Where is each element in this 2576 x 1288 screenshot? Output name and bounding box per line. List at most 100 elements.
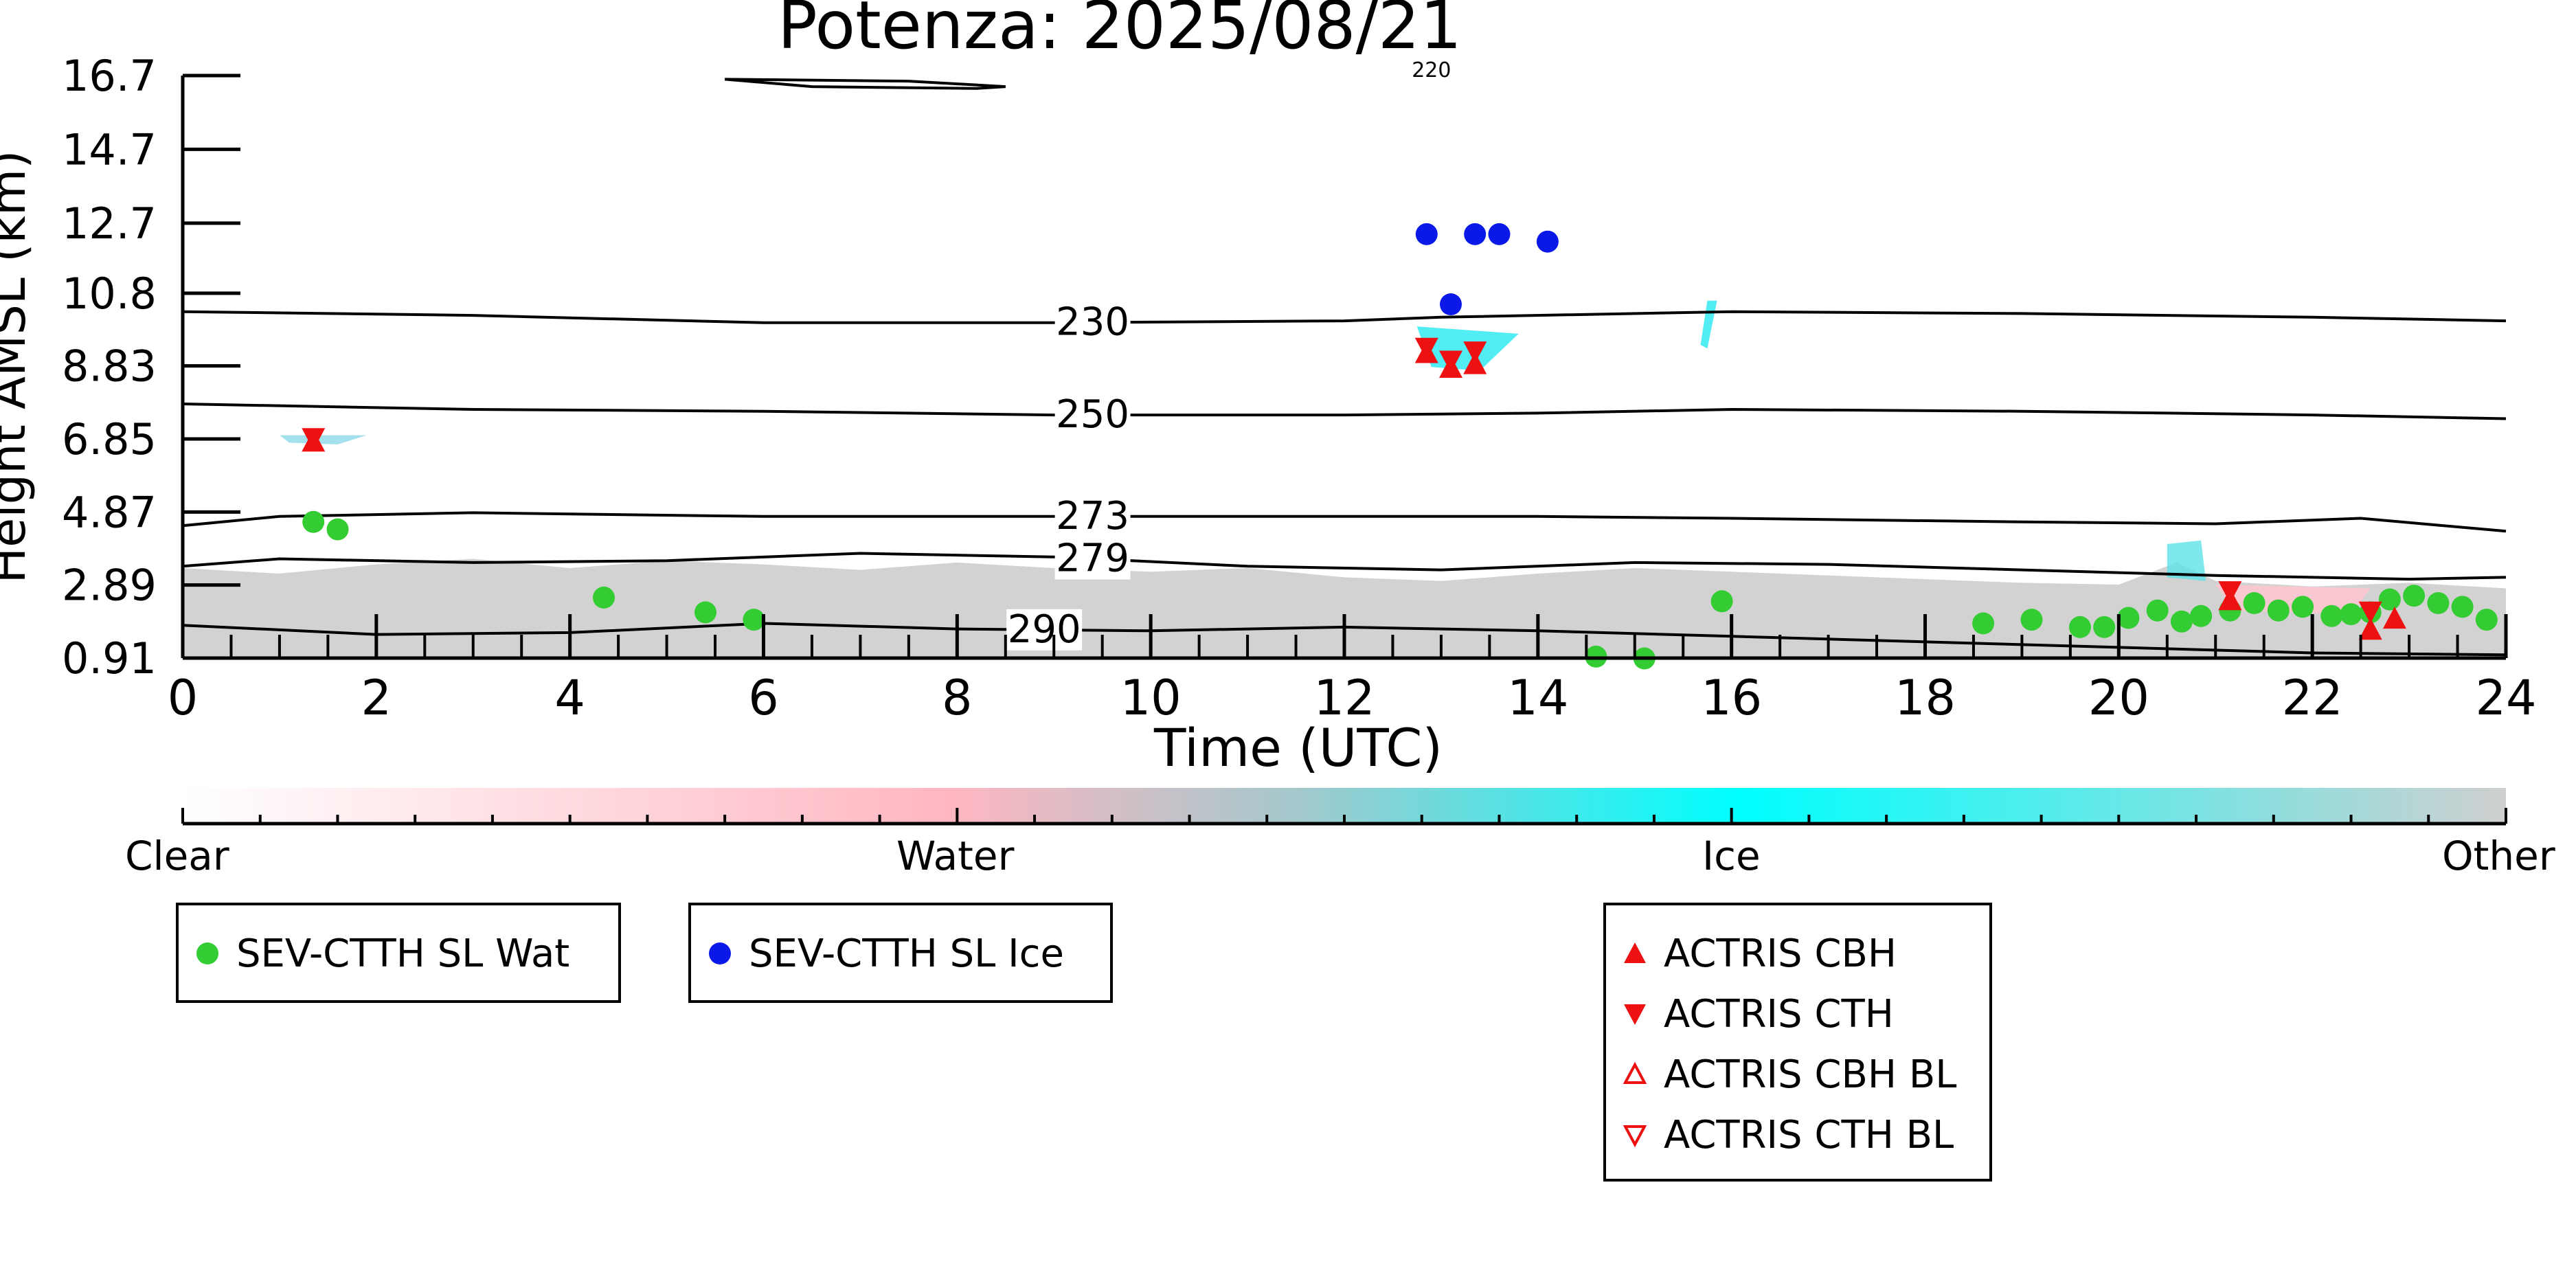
- legend-sev-wat: SEV-CTTH SL Wat: [176, 903, 621, 1003]
- contour-label-bg: [1006, 609, 1083, 651]
- x-tick-label: 2: [361, 670, 392, 726]
- triangle-up-icon: [1624, 942, 1646, 963]
- data-point: [1488, 223, 1511, 245]
- data-point: [326, 518, 349, 541]
- data-point: [2243, 592, 2266, 614]
- contour-label-bg: [1054, 394, 1131, 436]
- x-tick-label: 20: [2088, 670, 2149, 726]
- ice-cloud-patch: [1700, 300, 1717, 349]
- contour-label-bg: [1054, 495, 1131, 537]
- y-tick-label: 6.85: [62, 414, 157, 464]
- x-tick-label: 24: [2475, 670, 2536, 726]
- legend-entry: ACTRIS CBH: [1621, 923, 1989, 984]
- data-markers: [302, 223, 2498, 670]
- data-point: [743, 609, 765, 631]
- data-point: [2267, 599, 2290, 622]
- data-point: [1415, 223, 1438, 245]
- data-point: [2146, 599, 2169, 622]
- y-tick-label: 10.8: [62, 269, 157, 319]
- contour-label-230: 230: [1056, 300, 1129, 344]
- x-tick-label: 22: [2282, 670, 2343, 726]
- legend-entry: ACTRIS CBH BL: [1621, 1044, 1989, 1105]
- chart-title: Potenza: 2025/08/21: [778, 0, 1462, 64]
- data-point: [2117, 607, 2140, 629]
- data-point: [2403, 585, 2426, 607]
- cth-marker: [1414, 337, 1438, 360]
- data-point: [694, 601, 716, 624]
- x-tick-label: 14: [1507, 670, 1568, 726]
- triangle-up-outline-icon: [1623, 1061, 1647, 1084]
- data-point: [1972, 612, 1995, 635]
- isotherm-230: [182, 310, 2507, 324]
- data-point: [1710, 590, 1733, 613]
- data-point: [2093, 615, 2116, 638]
- data-point: [2340, 603, 2362, 626]
- contour-label-290: 290: [1008, 607, 1081, 652]
- colorbar-label-clear: Clear: [125, 833, 229, 879]
- x-tick-label: 12: [1313, 670, 1375, 726]
- colorbar-label-ice: Ice: [1702, 833, 1761, 879]
- blue-circle-icon: [709, 942, 731, 964]
- y-tick-label: 8.83: [62, 341, 157, 392]
- cth-marker: [1463, 341, 1487, 364]
- y-tick-label: 14.7: [62, 124, 157, 174]
- y-tick-label: 16.7: [62, 51, 157, 101]
- data-point: [2020, 609, 2043, 631]
- legend-entry: ACTRIS CTH BL: [1621, 1105, 1989, 1165]
- contour-label-bg: [1054, 302, 1131, 343]
- y-tick-label: 12.7: [62, 199, 157, 249]
- x-tick-label: 8: [942, 670, 973, 726]
- contour-label-279: 279: [1056, 536, 1129, 581]
- data-point: [1464, 223, 1487, 245]
- legend-actris: ACTRIS CBH ACTRIS CTH ACTRIS CBH BL ACTR…: [1603, 903, 1992, 1182]
- isotherm-279: [182, 552, 2507, 581]
- data-point: [2069, 615, 2091, 638]
- legend-label: ACTRIS CTH: [1664, 991, 1894, 1037]
- legend-label: SEV-CTTH SL Ice: [749, 931, 1064, 976]
- ice-cloud-patch: [2167, 540, 2206, 581]
- data-point: [1536, 230, 1559, 253]
- cbh-marker: [2358, 618, 2382, 640]
- data-point: [593, 586, 615, 609]
- isotherm-220: [724, 78, 1006, 90]
- legend-entry: SEV-CTTH SL Wat: [194, 923, 618, 984]
- data-point: [2190, 605, 2213, 627]
- x-tick-label: 16: [1701, 670, 1762, 726]
- legend-label: ACTRIS CBH: [1664, 931, 1897, 976]
- x-tick-label: 10: [1120, 670, 1182, 726]
- x-tick-label: 4: [554, 670, 585, 726]
- contour-label-220: 220: [1412, 58, 1451, 82]
- legend-label: ACTRIS CBH BL: [1664, 1052, 1957, 1097]
- x-tick-label: 0: [168, 670, 199, 726]
- colorbar-ticks: [181, 808, 2507, 824]
- x-tick-label: 6: [748, 670, 779, 726]
- data-point: [1440, 293, 1462, 315]
- y-axis-label: Height AMSL (km): [0, 150, 36, 584]
- triangle-down-icon: [1624, 1004, 1646, 1025]
- isotherm-250: [182, 403, 2507, 420]
- legend-entry: ACTRIS CTH: [1621, 984, 1989, 1044]
- green-circle-icon: [196, 942, 218, 964]
- cth-marker: [2218, 581, 2242, 604]
- data-point: [2378, 588, 2401, 611]
- cth-marker: [302, 428, 326, 451]
- cth-marker: [2358, 601, 2382, 624]
- data-point: [2451, 596, 2474, 618]
- x-tick-label: 18: [1895, 670, 1956, 726]
- contour-label-273: 273: [1056, 494, 1129, 539]
- data-point: [302, 510, 325, 533]
- y-tick-label: 2.89: [62, 561, 157, 611]
- contour-label-bg: [1054, 538, 1131, 580]
- isotherm-273: [182, 511, 2507, 533]
- data-point: [2320, 605, 2343, 627]
- legend-label: ACTRIS CTH BL: [1664, 1112, 1954, 1157]
- data-point: [2475, 609, 2498, 631]
- colorbar-label-other: Other: [2442, 833, 2555, 879]
- legend-sev-ice: SEV-CTTH SL Ice: [688, 903, 1113, 1003]
- y-tick-label: 0.91: [62, 633, 157, 683]
- triangle-down-outline-icon: [1623, 1125, 1647, 1148]
- y-tick-label: 4.87: [62, 487, 157, 537]
- data-point: [2170, 610, 2193, 633]
